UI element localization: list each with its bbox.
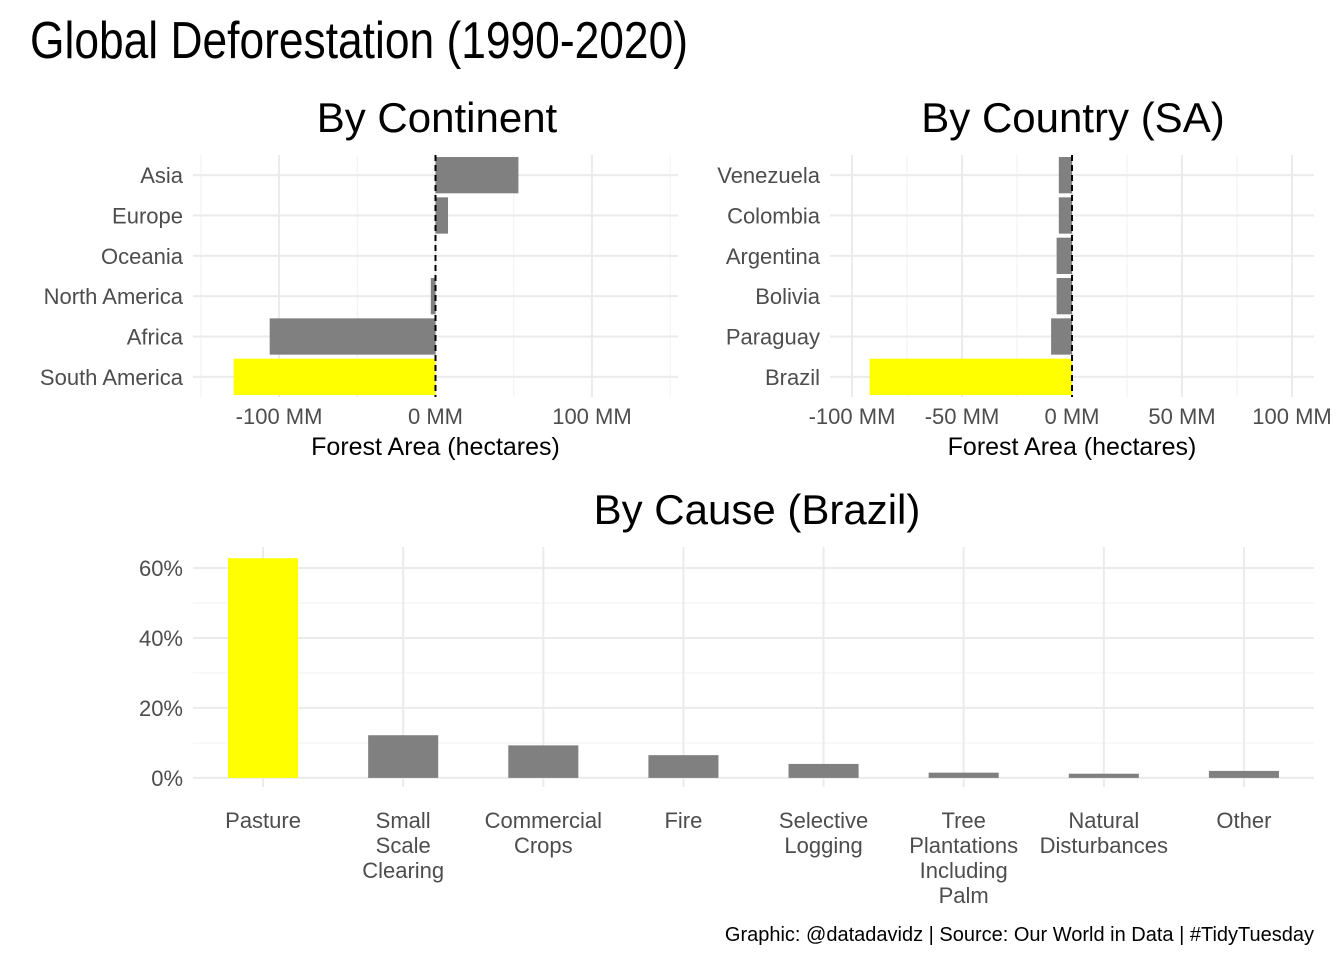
bar-north-america bbox=[430, 278, 436, 315]
continent-chart: By Continent South America Africa North Ame… bbox=[40, 94, 678, 461]
x-tick-label: 0 MM bbox=[408, 404, 463, 429]
x-tick-label: -100 MM bbox=[809, 404, 896, 429]
figure-title: Global Deforestation (1990-2020) bbox=[30, 12, 688, 70]
y-tick-label: 20% bbox=[139, 696, 183, 721]
category-label-small-scale-clearing: Small Scale Clearing bbox=[362, 808, 444, 883]
bar-colombia bbox=[1058, 197, 1072, 234]
bar-pasture bbox=[228, 558, 299, 778]
x-tick-label: -50 MM bbox=[925, 404, 1000, 429]
category-label-asia: Asia bbox=[140, 163, 184, 188]
bar-small-scale-clearing bbox=[368, 735, 439, 778]
category-label-colombia: Colombia bbox=[727, 204, 821, 229]
bar-south-america bbox=[233, 358, 436, 395]
panel-title: By Cause (Brazil) bbox=[594, 486, 921, 533]
category-label-oceania: Oceania bbox=[101, 244, 184, 269]
category-label-commercial-crops: Commercial Crops bbox=[485, 808, 602, 858]
panel-title: By Continent bbox=[317, 94, 558, 141]
bar-other bbox=[1208, 770, 1279, 778]
category-label-south-america: South America bbox=[40, 365, 184, 390]
category-label-tree-plantations-including-palm: Tree Plantations Including Palm bbox=[909, 808, 1018, 908]
category-label-fire: Fire bbox=[664, 808, 702, 833]
bar-bolivia bbox=[1056, 278, 1072, 315]
category-label-brazil: Brazil bbox=[765, 365, 820, 390]
bar-paraguay bbox=[1051, 318, 1072, 355]
x-axis-title: Forest Area (hectares) bbox=[948, 433, 1197, 461]
x-tick-label: 100 MM bbox=[552, 404, 631, 429]
panel-title: By Country (SA) bbox=[921, 94, 1224, 141]
bar-venezuela bbox=[1058, 157, 1072, 194]
category-label-natural-disturbances: Natural Disturbances bbox=[1040, 808, 1168, 858]
category-label-europe: Europe bbox=[112, 204, 183, 229]
category-label-africa: Africa bbox=[127, 325, 184, 350]
bar-commercial-crops bbox=[508, 745, 579, 778]
category-label-other: Other bbox=[1216, 808, 1271, 833]
bar-africa bbox=[269, 318, 436, 355]
bar-europe bbox=[435, 197, 449, 234]
cause-chart: By Cause (Brazil) 0% 20% 40% 60% Pasture Small… bbox=[139, 486, 1314, 908]
category-label-pasture: Pasture bbox=[225, 808, 301, 833]
category-label-venezuela: Venezuela bbox=[717, 163, 821, 188]
x-tick-label: 50 MM bbox=[1148, 404, 1215, 429]
bar-tree-plantations-including-palm bbox=[928, 772, 999, 778]
y-tick-label: 40% bbox=[139, 626, 183, 651]
caption: Graphic: @datadavidz | Source: Our World… bbox=[725, 924, 1314, 946]
bar-selective-logging bbox=[788, 763, 859, 778]
bar-brazil bbox=[869, 358, 1072, 395]
category-label-north-america: North America bbox=[44, 284, 184, 309]
category-label-bolivia: Bolivia bbox=[755, 284, 821, 309]
x-tick-label: -100 MM bbox=[236, 404, 323, 429]
country-chart: By Country (SA) Brazil Paraguay Bolivia Arge… bbox=[717, 94, 1332, 461]
x-tick-label: 0 MM bbox=[1045, 404, 1100, 429]
bar-natural-disturbances bbox=[1068, 773, 1139, 778]
x-tick-label: 100 MM bbox=[1252, 404, 1331, 429]
y-tick-label: 60% bbox=[139, 556, 183, 581]
x-axis-title: Forest Area (hectares) bbox=[311, 433, 560, 461]
category-label-paraguay: Paraguay bbox=[726, 325, 820, 350]
bar-argentina bbox=[1056, 237, 1072, 274]
bar-asia bbox=[435, 157, 519, 194]
y-tick-label: 0% bbox=[151, 766, 183, 791]
category-label-selective-logging: Selective Logging bbox=[779, 808, 868, 858]
category-label-argentina: Argentina bbox=[726, 244, 821, 269]
bar-fire bbox=[648, 755, 719, 778]
